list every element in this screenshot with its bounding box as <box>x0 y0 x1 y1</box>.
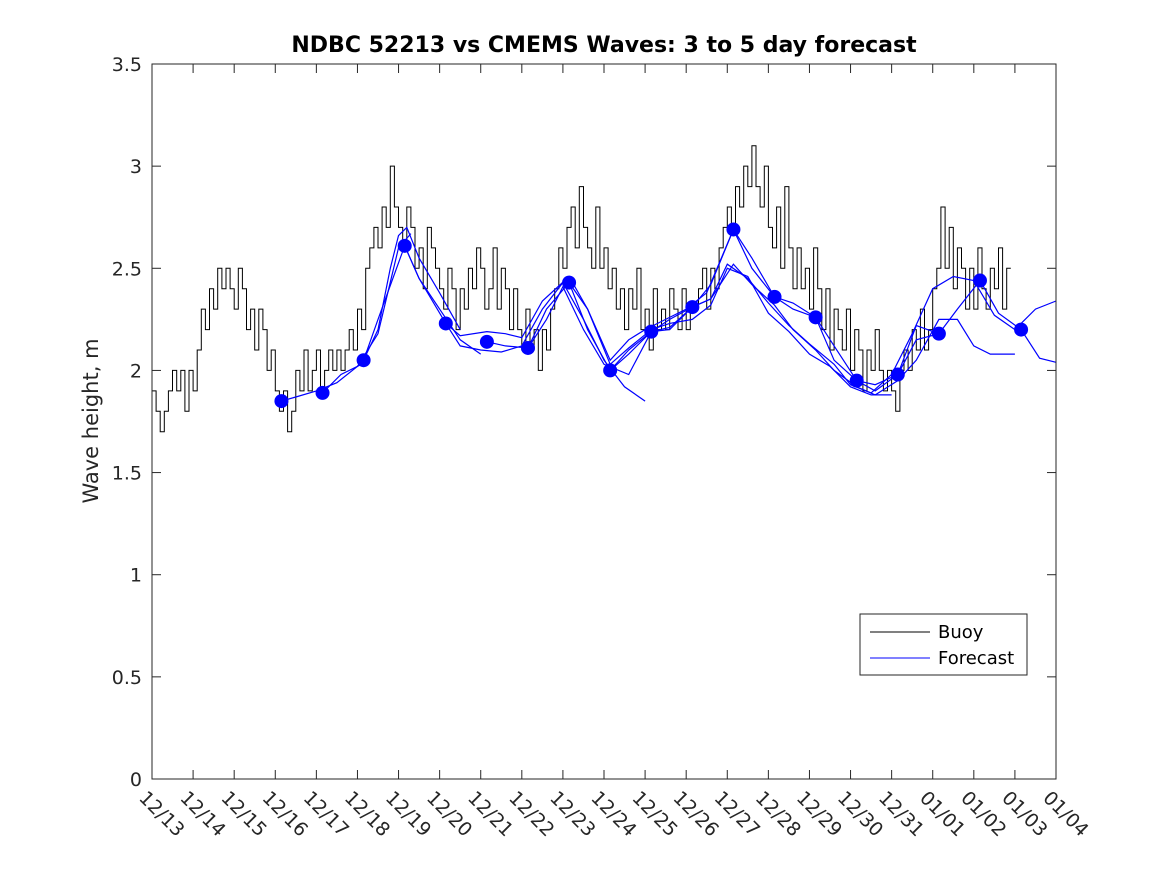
y-tick-label: 0 <box>130 769 142 791</box>
y-tick-label: 3 <box>130 156 142 178</box>
forecast-marker <box>603 363 618 378</box>
forecast-marker <box>520 340 535 355</box>
y-tick-label: 3.5 <box>112 54 142 76</box>
y-tick-label: 1 <box>130 565 142 587</box>
forecast-run-line <box>322 226 461 394</box>
legend: Buoy Forecast <box>859 613 1028 676</box>
forecast-marker <box>767 289 782 304</box>
chart-title: NDBC 52213 vs CMEMS Waves: 3 to 5 day fo… <box>291 33 917 58</box>
legend-buoy-label: Buoy <box>938 622 984 643</box>
legend-forecast-label: Forecast <box>938 648 1014 669</box>
buoy-series-line <box>152 145 1011 433</box>
legend-box <box>859 613 1028 676</box>
forecast-marker <box>397 238 412 253</box>
forecast-marker <box>274 394 289 409</box>
forecast-marker <box>1014 322 1029 337</box>
forecast-marker <box>479 334 494 349</box>
forecast-marker <box>931 326 946 341</box>
forecast-marker <box>726 222 741 237</box>
forecast-marker <box>890 367 905 382</box>
y-tick-label: 2 <box>130 360 142 382</box>
forecast-run-line <box>281 233 412 402</box>
forecast-marker <box>644 324 659 339</box>
y-axis: 0 0.5 1 1.5 2 2.5 3 3.5 <box>112 54 1056 791</box>
forecast-marker <box>438 316 453 331</box>
y-axis-label: Wave height, m <box>79 338 103 503</box>
forecast-marker <box>685 300 700 315</box>
forecast-marker <box>808 310 823 325</box>
y-tick-label: 1.5 <box>112 463 142 485</box>
forecast-marker <box>356 353 371 368</box>
forecast-run-line <box>609 263 1015 396</box>
forecast-marker <box>315 385 330 400</box>
plot-frame <box>151 63 1057 780</box>
forecast-marker <box>972 273 987 288</box>
y-tick-label: 0.5 <box>112 667 142 689</box>
y-tick-label: 2.5 <box>112 258 142 280</box>
series-layer <box>152 145 1057 433</box>
forecast-marker <box>562 275 577 290</box>
forecast-run-line <box>445 267 892 396</box>
forecast-marker <box>849 373 864 388</box>
